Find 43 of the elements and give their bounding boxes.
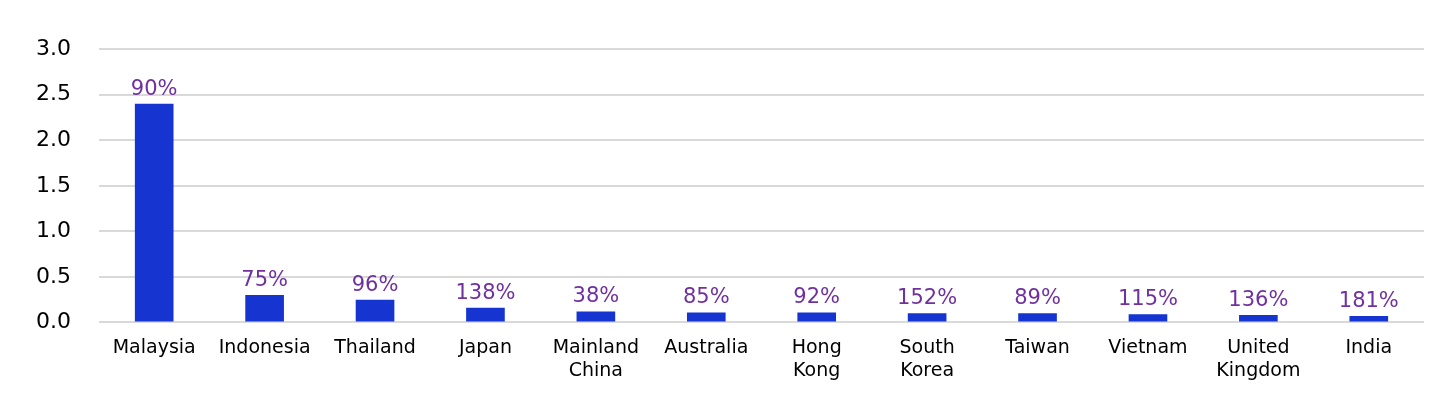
x-tick-label: South Korea <box>899 334 955 380</box>
bar <box>907 313 947 322</box>
bar <box>245 295 284 322</box>
annotation: 90% <box>130 75 178 100</box>
x-tick-label: India <box>1345 334 1393 357</box>
bar <box>1239 315 1278 322</box>
annotation: 38% <box>572 283 620 308</box>
x-tick-label: Malaysia <box>112 334 196 357</box>
y-tick-label: 3.0 <box>35 34 71 60</box>
bar <box>355 299 395 322</box>
annotation: 89% <box>1014 285 1061 310</box>
bar <box>797 312 837 322</box>
annotation: 115% <box>1117 286 1178 311</box>
annotation: 96% <box>351 271 399 296</box>
y-tick-label: 2.5 <box>35 80 71 106</box>
annotation: 152% <box>897 285 958 310</box>
bar <box>1349 316 1389 322</box>
bar <box>466 307 505 322</box>
x-tick-label: Indonesia <box>218 334 311 357</box>
x-tick-label: Hong Kong <box>791 334 842 380</box>
bar <box>1018 313 1057 322</box>
bar <box>1128 314 1168 322</box>
x-tick-label: Vietnam <box>1108 334 1188 357</box>
annotation: 92% <box>793 284 841 309</box>
x-tick-label: Mainland China <box>552 334 640 380</box>
annotation: 136% <box>1228 287 1289 312</box>
x-tick-label: Taiwan <box>1004 334 1070 357</box>
annotation: 85% <box>682 284 730 309</box>
bar <box>576 311 616 322</box>
x-tick-label: Thailand <box>333 334 416 357</box>
x-tick-label: United Kingdom <box>1216 334 1301 380</box>
annotation: 75% <box>241 267 288 292</box>
annotation: 138% <box>455 279 516 304</box>
bar <box>686 312 726 322</box>
y-tick-label: 0.0 <box>35 308 71 334</box>
annotation: 181% <box>1338 287 1399 312</box>
y-tick-label: 1.0 <box>35 217 71 243</box>
bar <box>134 103 174 322</box>
y-tick-label: 1.5 <box>35 171 71 197</box>
y-tick-label: 2.0 <box>35 125 71 151</box>
x-tick-label: Australia <box>664 334 749 357</box>
y-tick-label: 0.5 <box>35 262 71 288</box>
x-tick-label: Japan <box>457 334 512 357</box>
